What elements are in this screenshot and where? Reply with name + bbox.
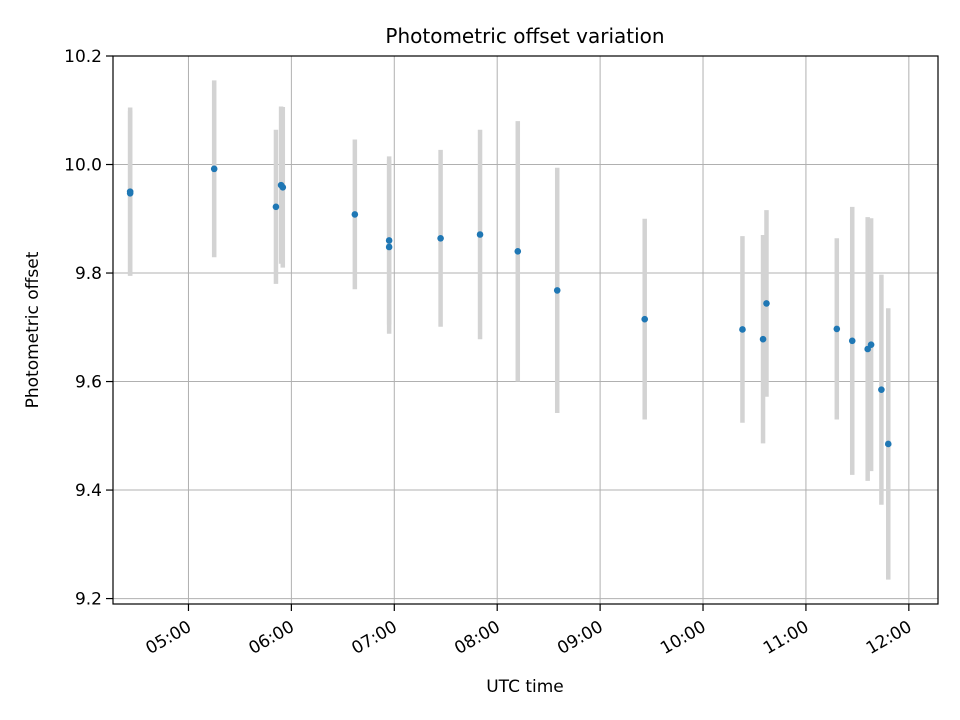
data-point xyxy=(272,203,280,211)
data-point xyxy=(126,189,134,197)
y-tick-label: 10.2 xyxy=(64,47,102,67)
data-points xyxy=(126,165,892,448)
data-point xyxy=(878,386,885,393)
y-axis: 9.2 9.4 9.6 9.8 10.0 10.2 xyxy=(64,47,113,610)
y-tick-label: 9.2 xyxy=(75,590,102,610)
y-tick-label: 10.0 xyxy=(64,156,102,176)
data-point xyxy=(759,335,767,343)
data-point xyxy=(476,231,484,238)
data-point xyxy=(351,211,359,218)
y-tick-label: 9.6 xyxy=(75,373,102,393)
data-point xyxy=(514,248,522,255)
data-point xyxy=(279,184,287,191)
data-point xyxy=(739,326,746,333)
y-tick-label: 9.8 xyxy=(75,264,102,284)
data-point xyxy=(867,341,875,348)
data-point xyxy=(833,325,841,333)
data-point xyxy=(763,300,770,307)
data-point xyxy=(437,235,444,242)
data-point xyxy=(884,440,892,448)
y-axis-title: Photometric offset xyxy=(23,251,43,408)
plot-frame xyxy=(112,55,939,605)
x-axis-title: UTC time xyxy=(486,677,564,697)
data-point xyxy=(385,237,393,244)
data-point xyxy=(210,165,218,173)
data-point xyxy=(641,315,649,323)
data-point xyxy=(553,287,561,294)
data-point xyxy=(385,243,393,251)
chart-title: Photometric offset variation xyxy=(385,24,664,48)
y-tick-label: 9.4 xyxy=(75,481,102,501)
data-point xyxy=(848,337,856,345)
